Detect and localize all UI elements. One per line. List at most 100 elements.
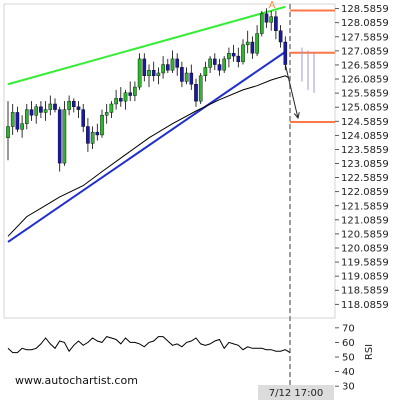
rsi-line — [7, 336, 291, 354]
candle-body — [203, 67, 208, 77]
price-panel-border — [3, 3, 336, 319]
moving-average — [7, 75, 291, 237]
candle-body — [71, 100, 76, 107]
candle-body — [10, 112, 15, 127]
candle — [104, 103, 109, 124]
candle — [10, 103, 15, 135]
time-label: 7/12 17:00 — [269, 388, 323, 399]
price-tick-label: 128.5859 — [341, 4, 389, 15]
candle-body — [269, 16, 274, 23]
candle — [170, 50, 175, 73]
resistance-trend-line — [7, 5, 286, 86]
candle-body — [95, 131, 100, 136]
candle-body — [81, 109, 85, 127]
candle — [100, 109, 104, 138]
candle — [53, 98, 57, 113]
price-tick-label: 125.5859 — [341, 89, 389, 100]
rsi-axis-label: RSI — [364, 344, 375, 360]
price-tick-label: 128.0859 — [341, 18, 389, 29]
candle — [180, 61, 184, 88]
candle-body — [175, 58, 180, 68]
rsi-panel: 70 60 50 40 30 — [7, 323, 355, 393]
candle-body — [222, 58, 227, 71]
candle — [15, 106, 20, 133]
candle-body — [39, 106, 43, 113]
moving-average-line — [7, 75, 291, 237]
candle — [123, 89, 128, 110]
candle — [222, 56, 227, 73]
candle — [62, 101, 67, 166]
candle-body — [104, 112, 109, 116]
candle — [245, 30, 250, 54]
price-tick-label: 122.0859 — [341, 187, 389, 198]
candle — [189, 64, 194, 90]
candle — [236, 47, 241, 68]
candle — [137, 53, 142, 90]
candle-body — [198, 75, 203, 102]
candle-body — [170, 58, 175, 71]
candle-body — [57, 109, 62, 164]
candle-body — [208, 58, 212, 68]
price-tick-label: 118.0859 — [341, 300, 389, 311]
candle — [208, 56, 212, 73]
rsi-tick-label: 60 — [342, 338, 355, 349]
pattern-label: A — [269, 0, 276, 11]
price-tick-label: 126.5859 — [341, 60, 389, 71]
price-tick-label: 119.5859 — [341, 258, 389, 269]
candle — [90, 126, 95, 150]
candle-body — [274, 16, 278, 31]
candle — [274, 11, 278, 40]
candle — [212, 53, 217, 71]
watermark: www.autochartist.com — [15, 374, 138, 387]
rsi-tick-label: 50 — [342, 353, 355, 364]
price-tick-label: 123.0859 — [341, 159, 389, 170]
candle-body — [118, 98, 123, 102]
candle — [133, 81, 137, 102]
candle-body — [278, 30, 283, 43]
candle-body — [53, 103, 57, 110]
candle-body — [43, 109, 48, 113]
forecast-arrow-head — [293, 112, 300, 120]
price-tick-label: 124.0859 — [341, 131, 389, 142]
price-tick-label: 123.5859 — [341, 145, 389, 156]
candle — [95, 123, 100, 141]
candle-body — [128, 92, 133, 96]
candle-body — [165, 64, 170, 71]
candle-body — [161, 64, 165, 74]
price-tick-label: 127.5859 — [341, 32, 389, 43]
candle-body — [15, 112, 20, 130]
price-tick-label: 120.5859 — [341, 229, 389, 240]
candle — [128, 81, 133, 102]
candle — [86, 118, 90, 152]
candle-body — [212, 58, 217, 65]
candle — [48, 95, 53, 116]
candle-body — [25, 109, 29, 124]
candle-body — [20, 123, 24, 130]
candle — [20, 115, 24, 138]
candle — [151, 61, 156, 82]
candle-body — [283, 41, 288, 65]
price-tick-label: 122.5859 — [341, 173, 389, 184]
candle-body — [227, 53, 231, 60]
candle-body — [62, 109, 67, 164]
trend-lines — [7, 5, 286, 243]
candle — [114, 89, 118, 110]
candle — [147, 64, 151, 88]
price-tick-label: 127.0859 — [341, 46, 389, 57]
price-tick-label: 125.0859 — [341, 103, 389, 114]
candle-body — [147, 69, 151, 77]
candle-body — [156, 72, 161, 77]
candle — [156, 67, 161, 85]
candle — [278, 25, 283, 48]
candle — [184, 67, 189, 85]
candle-body — [241, 44, 245, 62]
candle — [217, 58, 222, 76]
candle-body — [180, 67, 184, 82]
candle — [250, 36, 255, 59]
candle-body — [133, 86, 137, 96]
candle-body — [264, 13, 269, 23]
candle-body — [34, 106, 38, 116]
candle-body — [76, 106, 81, 110]
candle-body — [194, 84, 198, 102]
